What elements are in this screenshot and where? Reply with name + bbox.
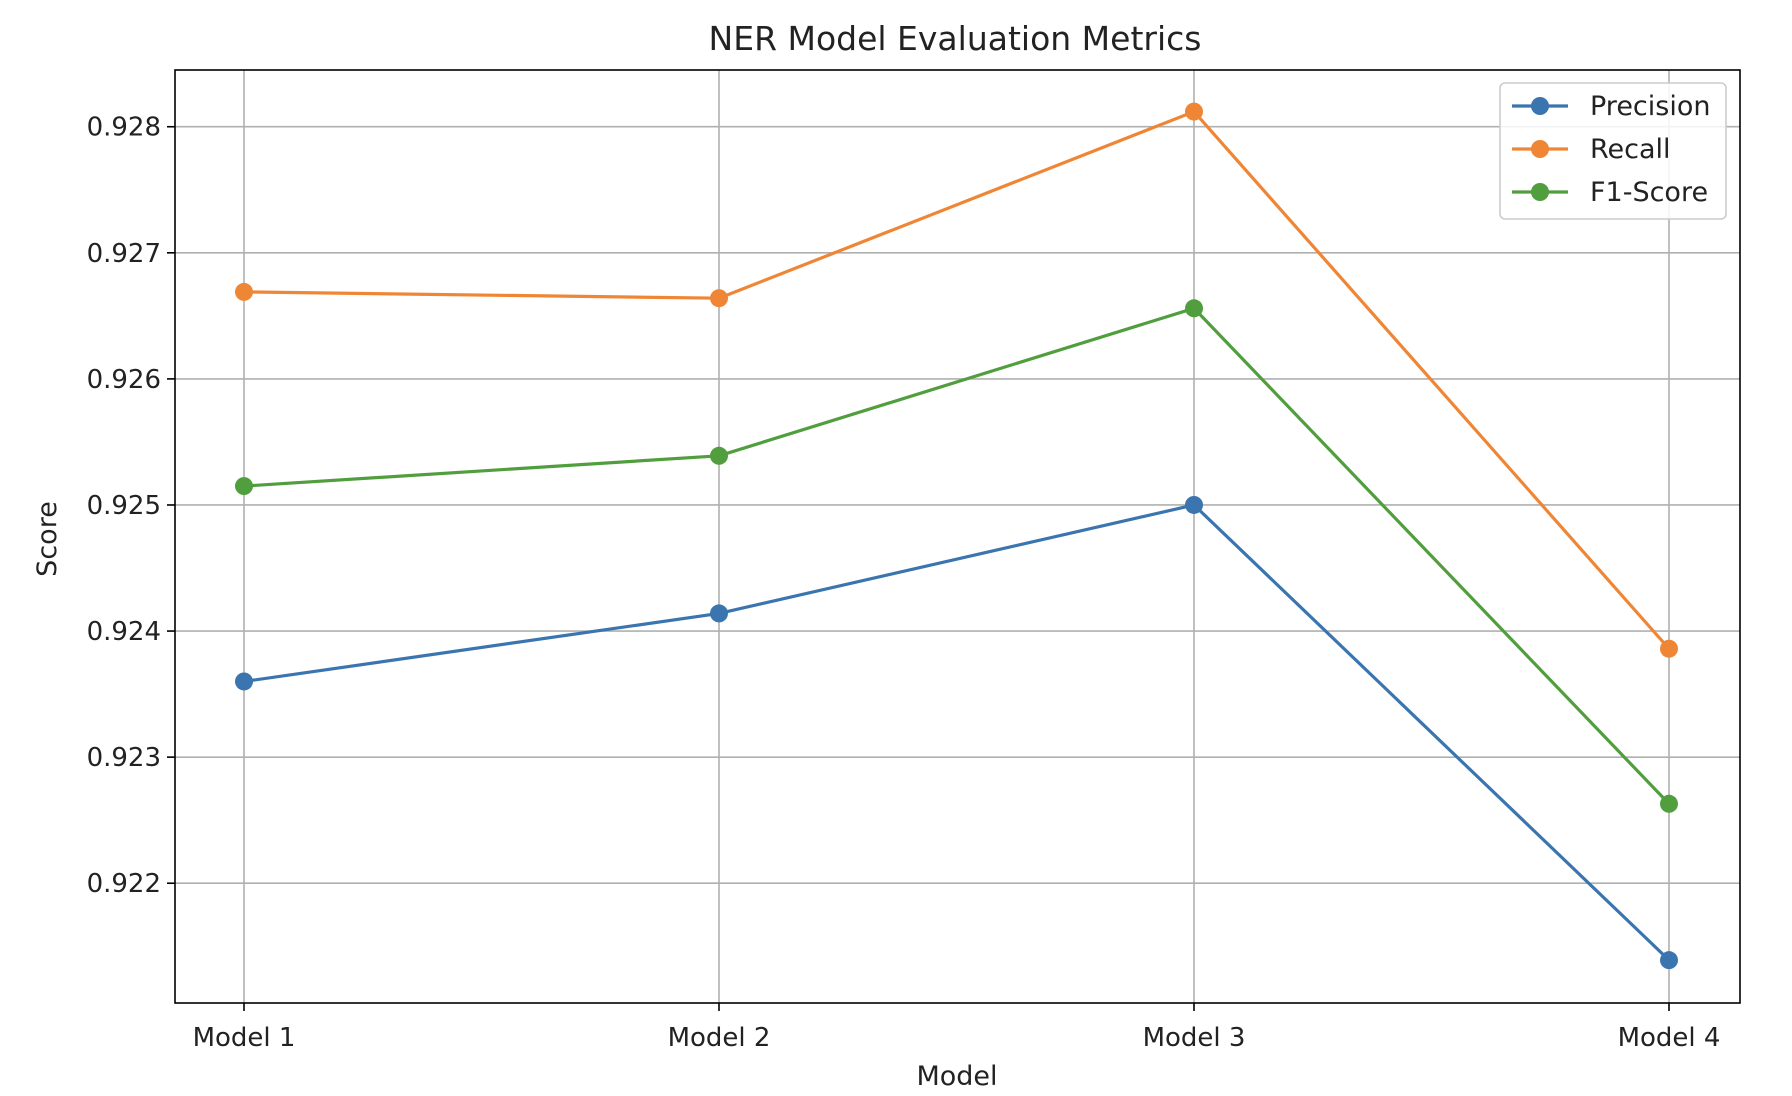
- precision-point: [710, 604, 728, 623]
- y-tick-label: 0.927: [87, 239, 161, 269]
- f1-score-point: [235, 477, 253, 496]
- precision-point: [1660, 951, 1678, 970]
- recall-point: [710, 289, 728, 308]
- x-tick-label: Model 1: [193, 1023, 296, 1053]
- legend-entry-precision: Precision: [1512, 91, 1710, 122]
- recall-point: [1185, 102, 1203, 121]
- series-recall: [235, 102, 1678, 658]
- y-axis-label: Score: [32, 501, 63, 577]
- y-axis-ticks: 0.922 0.923 0.924 0.925 0.926 0.927 0.928: [87, 113, 175, 899]
- precision-point: [1185, 495, 1203, 514]
- legend-label-precision: Precision: [1590, 91, 1710, 122]
- chart-title: NER Model Evaluation Metrics: [709, 19, 1202, 58]
- legend-entry-recall: Recall: [1512, 134, 1671, 165]
- legend: Precision Recall F1-Score: [1499, 82, 1727, 220]
- x-axis-ticks: Model 1 Model 2 Model 3 Model 4: [193, 1003, 1721, 1053]
- x-tick-label: Model 2: [668, 1023, 771, 1053]
- grid-lines: [175, 70, 1740, 1003]
- recall-point: [235, 282, 253, 301]
- series-f1-score: [235, 299, 1678, 813]
- f1-score-point: [710, 446, 728, 465]
- precision-line: [243, 503, 1671, 962]
- data-series: [235, 102, 1678, 970]
- y-tick-label: 0.923: [87, 743, 161, 773]
- legend-label-f1-score: F1-Score: [1590, 177, 1708, 208]
- y-tick-label: 0.926: [87, 365, 161, 395]
- y-tick-label: 0.922: [87, 869, 161, 899]
- x-tick-label: Model 4: [1618, 1023, 1721, 1053]
- f1-score-point: [1185, 299, 1203, 318]
- f1-score-line: [243, 306, 1671, 805]
- legend-marker-f1-score: [1531, 183, 1549, 201]
- y-tick-label: 0.924: [87, 617, 161, 647]
- plot-area-frame: [174, 69, 1741, 1004]
- legend-box: [1499, 82, 1727, 220]
- legend-entry-f1-score: F1-Score: [1512, 177, 1708, 208]
- recall-line: [243, 110, 1671, 650]
- x-axis-label: Model: [916, 1061, 997, 1092]
- series-precision: [235, 495, 1678, 970]
- y-tick-label: 0.928: [87, 113, 161, 143]
- y-tick-label: 0.925: [87, 491, 161, 521]
- legend-label-recall: Recall: [1590, 134, 1671, 165]
- x-tick-label: Model 3: [1143, 1023, 1246, 1053]
- legend-marker-precision: [1531, 97, 1549, 115]
- precision-point: [235, 672, 253, 691]
- legend-marker-recall: [1531, 140, 1549, 158]
- f1-score-point: [1660, 794, 1678, 813]
- recall-point: [1660, 639, 1678, 658]
